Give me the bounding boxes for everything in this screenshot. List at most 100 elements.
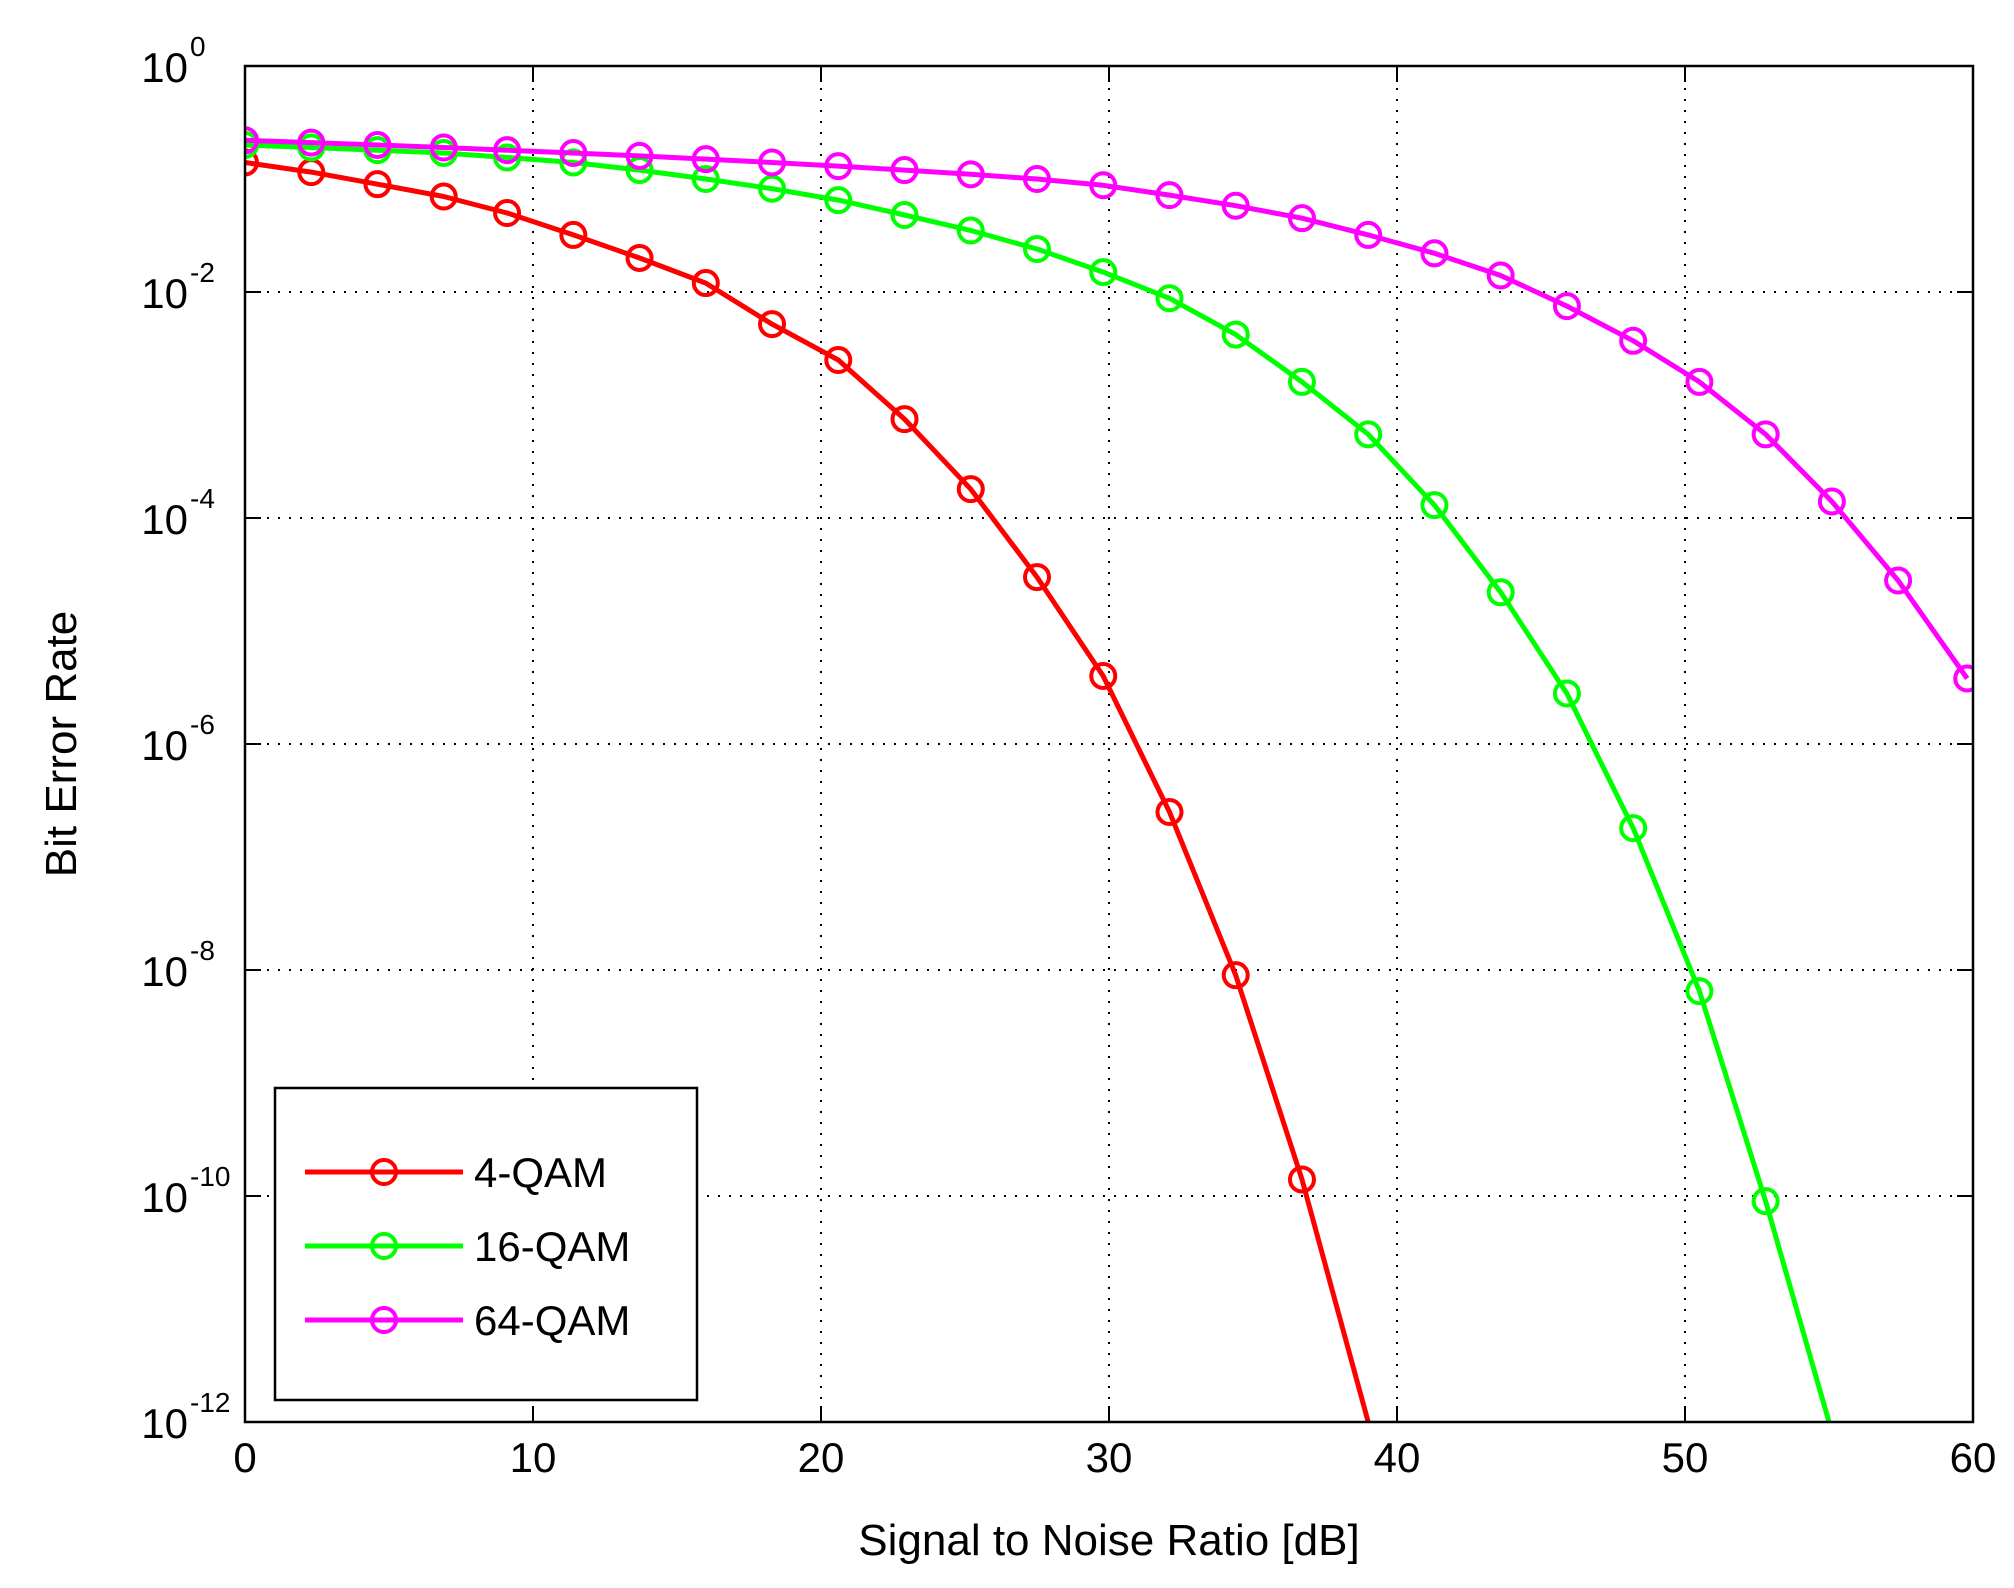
y-tick-exponent: -12 [190,1387,230,1418]
y-tick-base: 10 [141,722,188,769]
data-point-16-qam [1552,679,1581,708]
data-point-4-qam [1089,661,1118,690]
y-tick-exponent: 0 [190,31,206,62]
data-point-16-qam [559,148,588,177]
data-point-64-qam [1420,239,1449,268]
data-point-4-qam [758,310,787,339]
data-point-64-qam [429,133,458,162]
x-tick-label: 40 [1374,1434,1421,1481]
data-point-64-qam [691,145,720,174]
data-point-64-qam [559,138,588,167]
x-tick-label: 10 [510,1434,557,1481]
data-point-16-qam [956,216,985,245]
data-point-16-qam [758,174,787,203]
data-point-4-qam [625,243,654,272]
data-point-64-qam [956,160,985,189]
legend-entry-4-qam: 4-QAM [305,1149,607,1196]
data-point-16-qam [1155,284,1184,313]
data-point-4-qam [493,199,522,228]
data-point-4-qam [1221,961,1250,990]
data-point-16-qam [1685,977,1714,1006]
data-point-64-qam [625,141,654,170]
y-tick-label: 10 0 [141,31,205,91]
data-point-64-qam [1287,204,1316,233]
y-tick-exponent: -10 [190,1161,230,1192]
data-point-64-qam [363,130,392,159]
y-tick-exponent: -6 [190,709,215,740]
data-point-16-qam [1619,814,1648,843]
data-point-64-qam [890,156,919,185]
data-point-16-qam [493,143,522,172]
legend-entry-16-qam: 16-QAM [305,1223,630,1270]
data-point-4-qam [245,148,259,177]
y-tick-exponent: -4 [190,483,215,514]
data-point-64-qam [493,136,522,165]
data-point-4-qam [1155,798,1184,827]
y-tick-base: 10 [141,948,188,995]
legend-marker-16-qam [370,1232,398,1260]
data-point-16-qam [1751,1187,1780,1216]
x-tick-label: 60 [1950,1434,1997,1481]
data-point-64-qam [1817,487,1846,516]
data-point-16-qam [1354,420,1383,449]
data-point-16-qam [1420,491,1449,520]
x-tick-label: 0 [233,1434,256,1481]
data-point-64-qam [1619,326,1648,355]
data-point-64-qam [758,148,787,177]
data-point-64-qam [1221,191,1250,220]
y-tick-exponent: -2 [190,257,215,288]
y-tick-label: 10 -12 [141,1387,230,1447]
y-tick-exponent: -8 [190,935,215,966]
data-point-16-qam [1221,320,1250,349]
x-tick-label: 20 [798,1434,845,1481]
y-tick-base: 10 [141,44,188,91]
x-tick-label: 50 [1662,1434,1709,1481]
data-point-16-qam [1287,367,1316,396]
data-point-64-qam [824,152,853,181]
data-point-64-qam [1552,292,1581,321]
series-16-qam [245,130,1832,1422]
data-point-4-qam [1287,1165,1316,1194]
data-point-64-qam [245,126,259,155]
legend-marker-64-qam [370,1306,398,1334]
x-tick-label: 30 [1086,1434,1133,1481]
series-4-qam [245,148,1371,1422]
data-point-64-qam [1884,566,1913,595]
data-point-4-qam [559,220,588,249]
data-point-64-qam [1155,181,1184,210]
y-tick-base: 10 [141,496,188,543]
data-point-16-qam [1023,235,1051,264]
data-point-64-qam [1953,664,1973,693]
series-line-64-qam [245,137,1970,680]
y-tick-label: 10 -8 [141,935,215,995]
data-point-4-qam [363,170,392,199]
legend: 4-QAM 16-QAM 64-QAM [273,1086,699,1402]
y-tick-label: 10 -10 [141,1161,230,1221]
data-point-16-qam [1486,578,1515,607]
legend-label-16-qam: 16-QAM [474,1223,630,1270]
series-64-qam [245,126,1973,693]
tick-marks [244,65,1974,1423]
series-layer [245,126,1973,1422]
y-tick-base: 10 [141,270,188,317]
legend-label-4-qam: 4-QAM [474,1149,607,1196]
data-point-16-qam [824,186,853,215]
data-point-64-qam [1751,420,1780,449]
data-point-64-qam [297,128,326,157]
data-point-64-qam [1023,165,1051,193]
x-tick-labels: 0 10 20 30 40 50 60 [233,1434,1996,1481]
legend-marker-4-qam [370,1158,398,1186]
data-point-16-qam [890,201,919,230]
y-axis-label: Bit Error Rate [37,611,86,878]
data-point-4-qam [429,182,458,211]
data-point-4-qam [691,269,720,298]
legend-entry-64-qam: 64-QAM [305,1297,630,1344]
data-point-64-qam [1354,220,1383,249]
data-point-16-qam [691,165,720,193]
series-line-16-qam [245,142,1832,1422]
data-point-4-qam [890,405,919,434]
legend-label-64-qam: 64-QAM [474,1297,630,1344]
x-axis-label: Signal to Noise Ratio [dB] [858,1516,1359,1565]
